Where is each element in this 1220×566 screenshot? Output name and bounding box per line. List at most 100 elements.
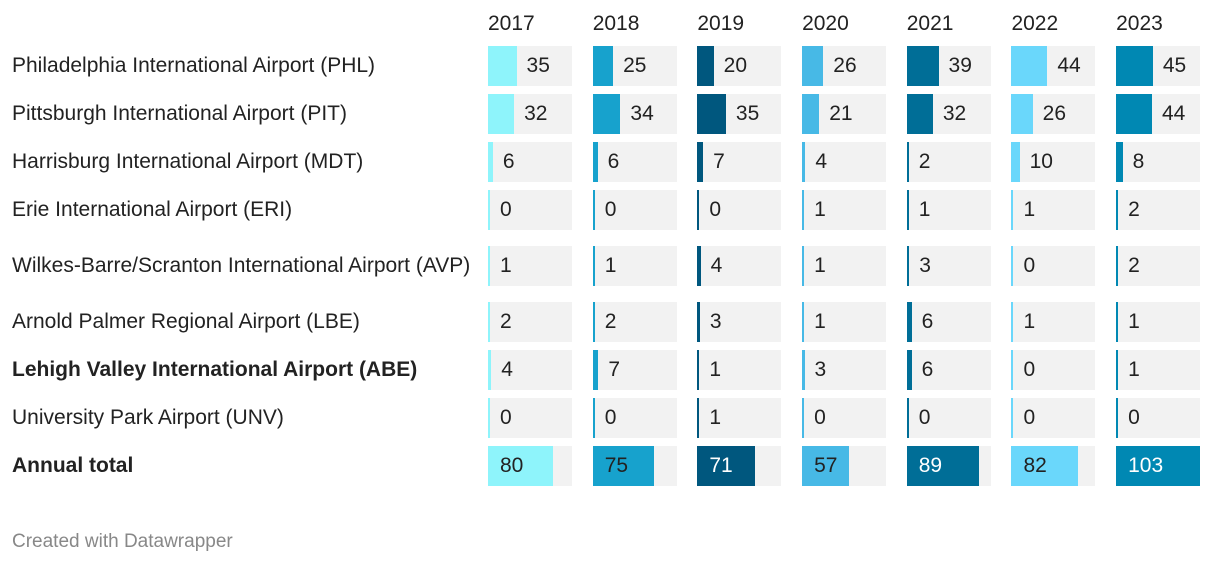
table-row: Annual total 80 75 71 57 89 82 103 (12, 442, 1220, 490)
value-cell: 0 (802, 398, 887, 438)
value-bar (906, 446, 980, 486)
column-header-2018[interactable]: 2018 (592, 12, 640, 35)
column-header-2019[interactable]: 2019 (697, 12, 745, 35)
value-bar (1116, 302, 1119, 342)
value-label: 35 (735, 102, 760, 125)
value-cell: 34 (592, 94, 677, 134)
value-bar (906, 190, 909, 230)
value-label: 32 (524, 102, 548, 125)
value-bar (488, 94, 515, 134)
value-cell: 103 (1116, 446, 1201, 486)
value-cell: 0 (906, 398, 991, 438)
row-label: Arnold Palmer Regional Airport (LBE) (12, 310, 360, 333)
value-label: 3 (814, 358, 827, 381)
value-cell: 3 (802, 350, 887, 390)
value-label: 44 (1057, 54, 1081, 77)
column-header-2020[interactable]: 2020 (802, 12, 849, 35)
column-header-2017[interactable]: 2017 (488, 12, 535, 35)
value-label: 8 (1132, 150, 1145, 173)
value-label: 2 (500, 310, 512, 333)
column-header-2023[interactable]: 2023 (1116, 12, 1163, 35)
value-bar (1011, 350, 1014, 390)
column-header-2021[interactable]: 2021 (906, 12, 954, 35)
value-label: 35 (526, 54, 550, 77)
value-bar (802, 302, 805, 342)
value-cell: 2 (1116, 246, 1201, 286)
value-label: 0 (814, 406, 826, 429)
value-cell: 1 (697, 398, 782, 438)
value-bar (697, 446, 756, 486)
value-bar (1116, 350, 1119, 390)
value-label: 6 (921, 358, 934, 381)
value-label: 1 (709, 406, 722, 429)
column-header-2022[interactable]: 2022 (1011, 12, 1059, 35)
value-cell: 32 (906, 94, 991, 134)
row-label: Philadelphia International Airport (PHL) (12, 54, 376, 77)
value-label: 0 (604, 406, 617, 429)
value-bar (802, 94, 820, 134)
row-label: Wilkes-Barre/Scranton International Airp… (12, 254, 471, 277)
value-cell: 1 (802, 302, 887, 342)
value-cell: 80 (488, 446, 572, 486)
value-label: 0 (604, 198, 617, 221)
table-header: 2017 2018 2019 2020 2021 2022 2023 (12, 6, 1220, 42)
row-label: Lehigh Valley International Airport (ABE… (12, 358, 418, 381)
value-cell: 6 (592, 142, 677, 182)
value-bar (592, 350, 599, 390)
value-bar (592, 398, 595, 438)
value-label: 25 (623, 54, 647, 77)
value-cell: 44 (1116, 94, 1201, 134)
value-bar (488, 398, 490, 438)
value-bar (488, 446, 554, 486)
value-cell: 7 (697, 142, 782, 182)
credit[interactable]: Created with Datawrapper (12, 531, 233, 552)
value-cell: 0 (1116, 398, 1201, 438)
value-cell: 0 (488, 190, 572, 230)
value-label: 1 (604, 254, 617, 277)
value-label: 26 (1042, 102, 1066, 125)
value-cell: 20 (697, 46, 782, 86)
value-label: 1 (814, 198, 826, 221)
table-row: Lehigh Valley International Airport (ABE… (12, 346, 1220, 394)
table-row: University Park Airport (UNV) 0 0 1 0 0 0 0 (12, 394, 1220, 442)
value-label: 45 (1162, 54, 1187, 77)
value-bar (488, 350, 492, 390)
value-bar (592, 446, 654, 486)
value-label: 21 (829, 102, 853, 125)
value-bar (1011, 190, 1014, 230)
value-bar (488, 190, 490, 230)
value-bar (697, 142, 704, 182)
value-bar (906, 302, 912, 342)
value-cell: 3 (697, 302, 782, 342)
table-row: Wilkes-Barre/Scranton International Airp… (12, 234, 1220, 298)
value-label: 7 (713, 150, 725, 173)
value-bar (1011, 142, 1020, 182)
value-bar (1011, 446, 1079, 486)
value-bar (592, 94, 621, 134)
value-label: 1 (918, 198, 931, 221)
value-label: 0 (1023, 406, 1036, 429)
value-bar (697, 302, 700, 342)
value-cell: 25 (592, 46, 677, 86)
value-cell: 0 (488, 398, 572, 438)
value-cell: 45 (1116, 46, 1201, 86)
value-bar (802, 190, 805, 230)
value-label: 3 (919, 254, 931, 277)
value-bar (802, 398, 805, 438)
value-cell: 1 (1011, 190, 1096, 230)
value-bar (1011, 246, 1014, 286)
value-bar (488, 142, 493, 182)
value-label: 1 (1023, 198, 1036, 221)
value-label: 34 (630, 102, 654, 125)
value-bar (1116, 446, 1201, 486)
value-cell: 82 (1011, 446, 1096, 486)
table-row: Erie International Airport (ERI) 0 0 0 1 1 1 2 (12, 186, 1220, 234)
value-cell: 57 (802, 446, 887, 486)
value-cell: 1 (488, 246, 572, 286)
value-bar (802, 246, 805, 286)
value-bar (1116, 46, 1153, 86)
row-label: Pittsburgh International Airport (PIT) (12, 102, 347, 125)
value-bar (906, 94, 933, 134)
value-cell: 1 (906, 190, 991, 230)
value-cell: 2 (1116, 190, 1201, 230)
